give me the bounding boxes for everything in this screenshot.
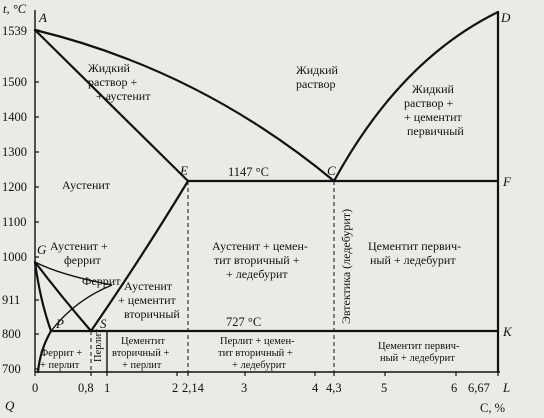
- svg-text:+ перлит: + перлит: [122, 360, 162, 371]
- ferrite-line: [34, 261, 113, 286]
- y-tick-label-700: 700: [2, 362, 21, 376]
- svg-text:4,3: 4,3: [326, 381, 342, 395]
- y-tick-label-800: 800: [2, 327, 21, 341]
- svg-text:+ ледебурит: + ледебурит: [226, 267, 288, 281]
- region-pearlite-cementite: Цементит вторичный + + перлит: [112, 336, 169, 371]
- svg-text:Цементит первич-: Цементит первич-: [378, 341, 460, 352]
- svg-text:тит вторичный +: тит вторичный +: [214, 253, 300, 267]
- svg-text:Аустенит +: Аустенит +: [50, 239, 108, 253]
- solvus-PQ: [36, 329, 53, 374]
- svg-text:первичный: первичный: [407, 124, 464, 138]
- y-tick-label-1000: 1000: [2, 250, 27, 264]
- point-A: A: [38, 10, 47, 25]
- region-cementite-ledeburite-low: Цементит первич- ный + ледебурит: [378, 341, 460, 364]
- svg-text:Феррит +: Феррит +: [40, 348, 82, 359]
- y-tick-label-1539: 1539: [2, 24, 27, 38]
- point-P: P: [55, 316, 64, 331]
- svg-text:Жидкий: Жидкий: [412, 82, 455, 96]
- region-ferrite-pearlite: Феррит + + перлит: [40, 348, 82, 371]
- y-tick-label-911: 911: [2, 293, 20, 307]
- svg-text:5: 5: [381, 381, 387, 395]
- eutectic-temp: 1147 °C: [228, 165, 269, 179]
- region-cementite-ledeburite-high: Цементит первич- ный + ледебурит: [368, 239, 461, 267]
- svg-text:4: 4: [312, 381, 319, 395]
- svg-text:0: 0: [32, 381, 38, 395]
- point-G: G: [37, 242, 47, 257]
- svg-text:+ цементит: + цементит: [118, 293, 177, 307]
- x-axis-title: C, %: [480, 401, 505, 415]
- x-origin-label: Q: [5, 398, 15, 413]
- region-pearlite: Перлит: [93, 329, 104, 362]
- svg-text:феррит: феррит: [64, 253, 102, 267]
- svg-text:0,8: 0,8: [78, 381, 94, 395]
- svg-text:раствор +: раствор +: [404, 96, 453, 110]
- region-austenite-cementite-ledeburite: Аустенит + цемен- тит вторичный + + леде…: [212, 239, 308, 281]
- svg-text:6: 6: [451, 381, 457, 395]
- svg-text:Жидкий: Жидкий: [296, 63, 339, 77]
- y-tick-label-1200: 1200: [2, 180, 27, 194]
- svg-text:2,14: 2,14: [182, 381, 205, 395]
- svg-text:тит вторичный +: тит вторичный +: [218, 348, 293, 359]
- region-ferrite: Феррит: [82, 274, 121, 288]
- y-tick-labels: 1539 1500 1400 1300 1200 1100 1000 911 800 700: [2, 24, 27, 376]
- solidus-AE: [33, 28, 190, 183]
- x-end-label: L: [502, 380, 510, 395]
- x-tick-labels: 0 0,8 1 2 2,14 3 4 4,3 5 6 6,67: [32, 381, 490, 395]
- acm-line-ES: [89, 179, 190, 333]
- point-S: S: [100, 316, 107, 331]
- svg-text:раствор: раствор: [296, 77, 335, 91]
- liquidus-CD: [332, 10, 500, 183]
- ferrite-pointer-line: [50, 284, 113, 332]
- y-tick-label-1300: 1300: [2, 145, 27, 159]
- point-C: C: [327, 163, 336, 178]
- svg-text:Жидкий: Жидкий: [88, 61, 131, 75]
- point-E: E: [179, 163, 188, 178]
- y-label-stack: [2, 0, 34, 418]
- svg-text:Аустенит + цемен-: Аустенит + цемен-: [212, 239, 308, 253]
- point-F: F: [502, 174, 512, 189]
- region-austenite-cementite: Аустенит + цементит вторичный: [118, 279, 180, 321]
- liquidus-AC: [33, 28, 336, 183]
- y-ticks: [35, 29, 39, 370]
- svg-text:2: 2: [172, 381, 178, 395]
- point-D: D: [500, 10, 511, 25]
- svg-text:вторичный: вторичный: [124, 307, 180, 321]
- region-austenite-ferrite: Аустенит + феррит: [50, 239, 108, 267]
- svg-text:Цементит: Цементит: [121, 336, 165, 347]
- svg-text:ный + ледебурит: ный + ледебурит: [370, 253, 456, 267]
- svg-text:+ перлит: + перлит: [40, 360, 80, 371]
- svg-text:+ цементит: + цементит: [404, 110, 463, 124]
- svg-text:Цементит первич-: Цементит первич-: [368, 239, 461, 253]
- y-axis-title: t, °C: [3, 2, 27, 16]
- point-K: K: [502, 324, 513, 339]
- svg-text:Аустенит: Аустенит: [124, 279, 173, 293]
- y-tick-label-1400: 1400: [2, 110, 27, 124]
- eutectoid-temp: 727 °C: [226, 315, 261, 329]
- svg-text:ный + ледебурит: ный + ледебурит: [380, 353, 455, 364]
- region-liquid-austenite: Жидкий раствор + + аустенит: [88, 61, 151, 103]
- svg-text:раствор +: раствор +: [88, 75, 137, 89]
- a3-line-GS: [33, 260, 93, 333]
- region-liquid-cementite: Жидкий раствор + + цементит первичный: [404, 82, 464, 138]
- region-austenite: Аустенит: [62, 178, 111, 192]
- y-tick-label-1100: 1100: [2, 215, 27, 229]
- region-liquid: Жидкий раствор: [296, 63, 339, 91]
- svg-text:+ ледебурит: + ледебурит: [232, 360, 286, 371]
- svg-text:1: 1: [104, 381, 110, 395]
- y-tick-label-1500: 1500: [2, 75, 27, 89]
- svg-text:3: 3: [241, 381, 247, 395]
- svg-text:Перлит + цемен-: Перлит + цемен-: [220, 336, 295, 347]
- region-pearlite-cementite-ledeburite: Перлит + цемен- тит вторичный + + ледебу…: [218, 336, 295, 371]
- line-GP: [33, 260, 53, 333]
- eutectic-vertical-label: Эвтектика (ледебурит): [339, 209, 353, 324]
- svg-text:6,67: 6,67: [468, 381, 490, 395]
- svg-text:+ аустенит: + аустенит: [96, 89, 151, 103]
- svg-text:вторичный +: вторичный +: [112, 348, 169, 359]
